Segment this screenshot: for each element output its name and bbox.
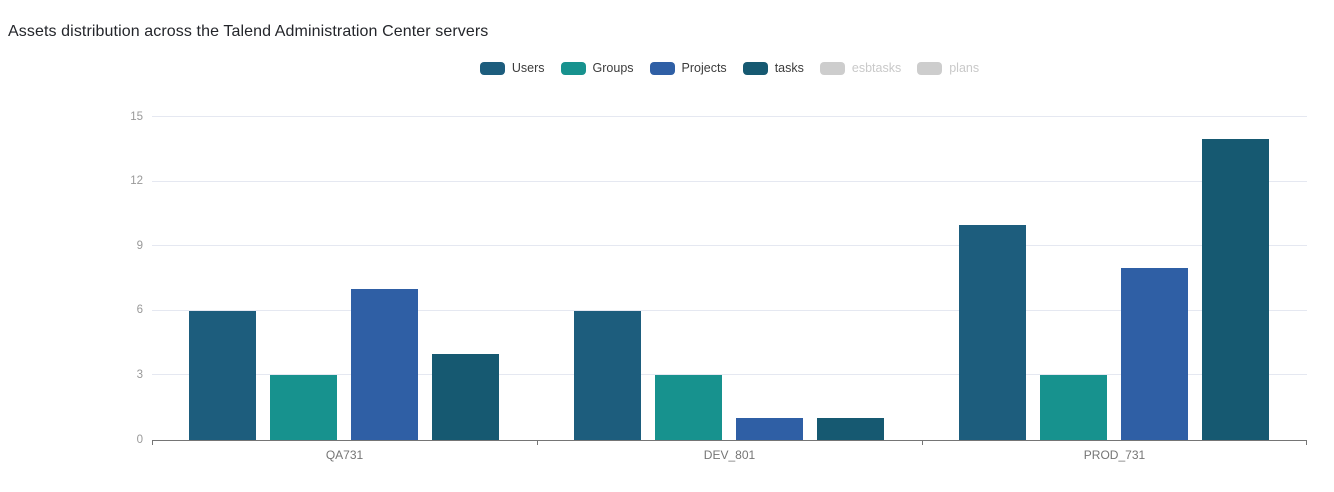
y-axis-tick-label: 15: [130, 110, 143, 123]
x-axis-tick: [152, 440, 153, 445]
legend-item-label: tasks: [774, 61, 804, 75]
bar-projects-qa731[interactable]: [351, 289, 419, 440]
legend-swatch-icon: [649, 61, 675, 75]
gridline: [152, 374, 1307, 376]
gridline: [152, 309, 1307, 311]
bar-group-dev-801: [537, 117, 922, 440]
bar-projects-dev-801[interactable]: [736, 418, 804, 440]
legend-item-label: Users: [511, 61, 545, 75]
bar-tasks-prod-731[interactable]: [1202, 138, 1270, 440]
y-axis-tick-label: 9: [136, 239, 143, 252]
x-axis-category-label: QA731: [325, 448, 364, 462]
plot-area: 0 3 6 9 12 15 QA731 DEV_801 PROD_731: [130, 111, 1307, 462]
bar-tasks-dev-801[interactable]: [817, 418, 885, 440]
legend-item-label: esbtasks: [851, 61, 902, 75]
y-axis-tick-label: 0: [136, 433, 143, 446]
x-axis-category-label: PROD_731: [1083, 448, 1146, 462]
x-axis-tick: [1306, 440, 1307, 445]
legend-item-users[interactable]: Users: [479, 61, 545, 75]
gridline: [152, 180, 1307, 182]
y-axis-tick-label: 12: [130, 174, 143, 187]
legend-item-plans[interactable]: plans: [917, 61, 979, 75]
bar-tasks-qa731[interactable]: [432, 353, 500, 440]
legend-swatch-icon: [819, 61, 845, 75]
x-axis-tick: [536, 440, 538, 445]
y-axis-tick-label: 6: [136, 304, 143, 317]
bar-group-qa731: [152, 117, 537, 440]
legend-swatch-icon: [742, 61, 768, 75]
legend-swatch-icon: [917, 61, 943, 75]
gridline: [152, 116, 1307, 117]
bar-users-qa731[interactable]: [189, 310, 257, 440]
bar-group-prod-731: [922, 117, 1307, 440]
bar-users-dev-801[interactable]: [574, 310, 642, 440]
legend-item-projects[interactable]: Projects: [649, 61, 727, 75]
x-axis-tick: [921, 440, 923, 445]
gridline: [152, 245, 1307, 247]
legend-item-esbtasks[interactable]: esbtasks: [819, 61, 902, 75]
legend-item-label: Groups: [592, 61, 634, 75]
bar-projects-prod-731[interactable]: [1121, 267, 1189, 440]
y-axis-tick-label: 3: [136, 368, 143, 381]
bar-groups-qa731[interactable]: [270, 375, 338, 440]
legend-item-label: Projects: [681, 61, 727, 75]
legend-swatch-icon: [560, 61, 586, 75]
legend-item-groups[interactable]: Groups: [560, 61, 634, 75]
chart-title: Assets distribution across the Talend Ad…: [8, 23, 489, 40]
x-axis-category-label: DEV_801: [703, 448, 756, 462]
bar-users-prod-731[interactable]: [959, 224, 1027, 440]
legend-item-tasks[interactable]: tasks: [742, 61, 804, 75]
legend: Users Groups Projects tasks esbtasks plans: [152, 61, 1307, 75]
legend-item-label: plans: [949, 61, 980, 75]
legend-swatch-icon: [479, 61, 505, 75]
bar-groups-prod-731[interactable]: [1040, 375, 1108, 440]
bar-groups-dev-801[interactable]: [655, 375, 723, 440]
